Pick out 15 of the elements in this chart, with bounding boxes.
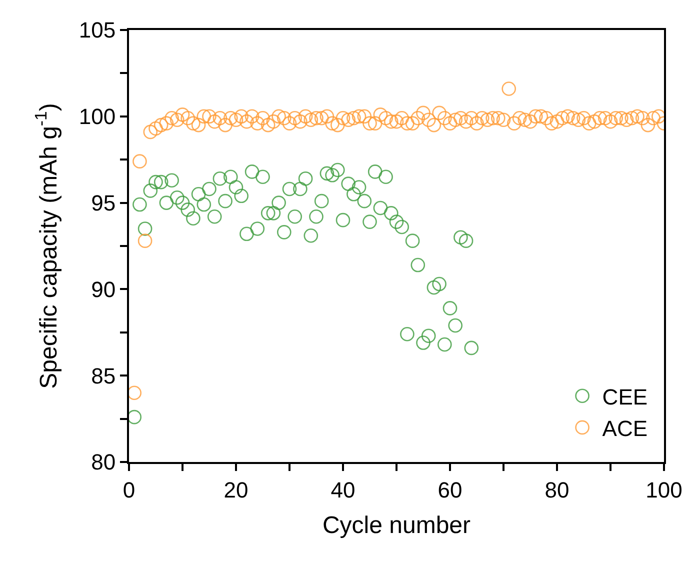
x-tick-label: 100 [646, 477, 682, 502]
x-tick-label: 80 [544, 477, 570, 502]
y-tick-label: 85 [91, 363, 116, 388]
y-tick-label: 100 [78, 104, 116, 130]
y-tick-label: 95 [91, 190, 116, 216]
x-tick-label: 60 [438, 477, 462, 502]
x-tick-label: 20 [224, 477, 248, 502]
y-tick-label: 90 [91, 276, 116, 302]
x-tick-label: 40 [330, 477, 356, 502]
y-tick-label: 105 [78, 18, 116, 43]
y-tick-label: 80 [91, 450, 116, 475]
x-axis-title: Cycle number [322, 512, 471, 540]
legend-label: CEE [602, 384, 648, 410]
x-tick-label: 0 [122, 477, 136, 502]
legend-label: ACE [602, 416, 648, 442]
